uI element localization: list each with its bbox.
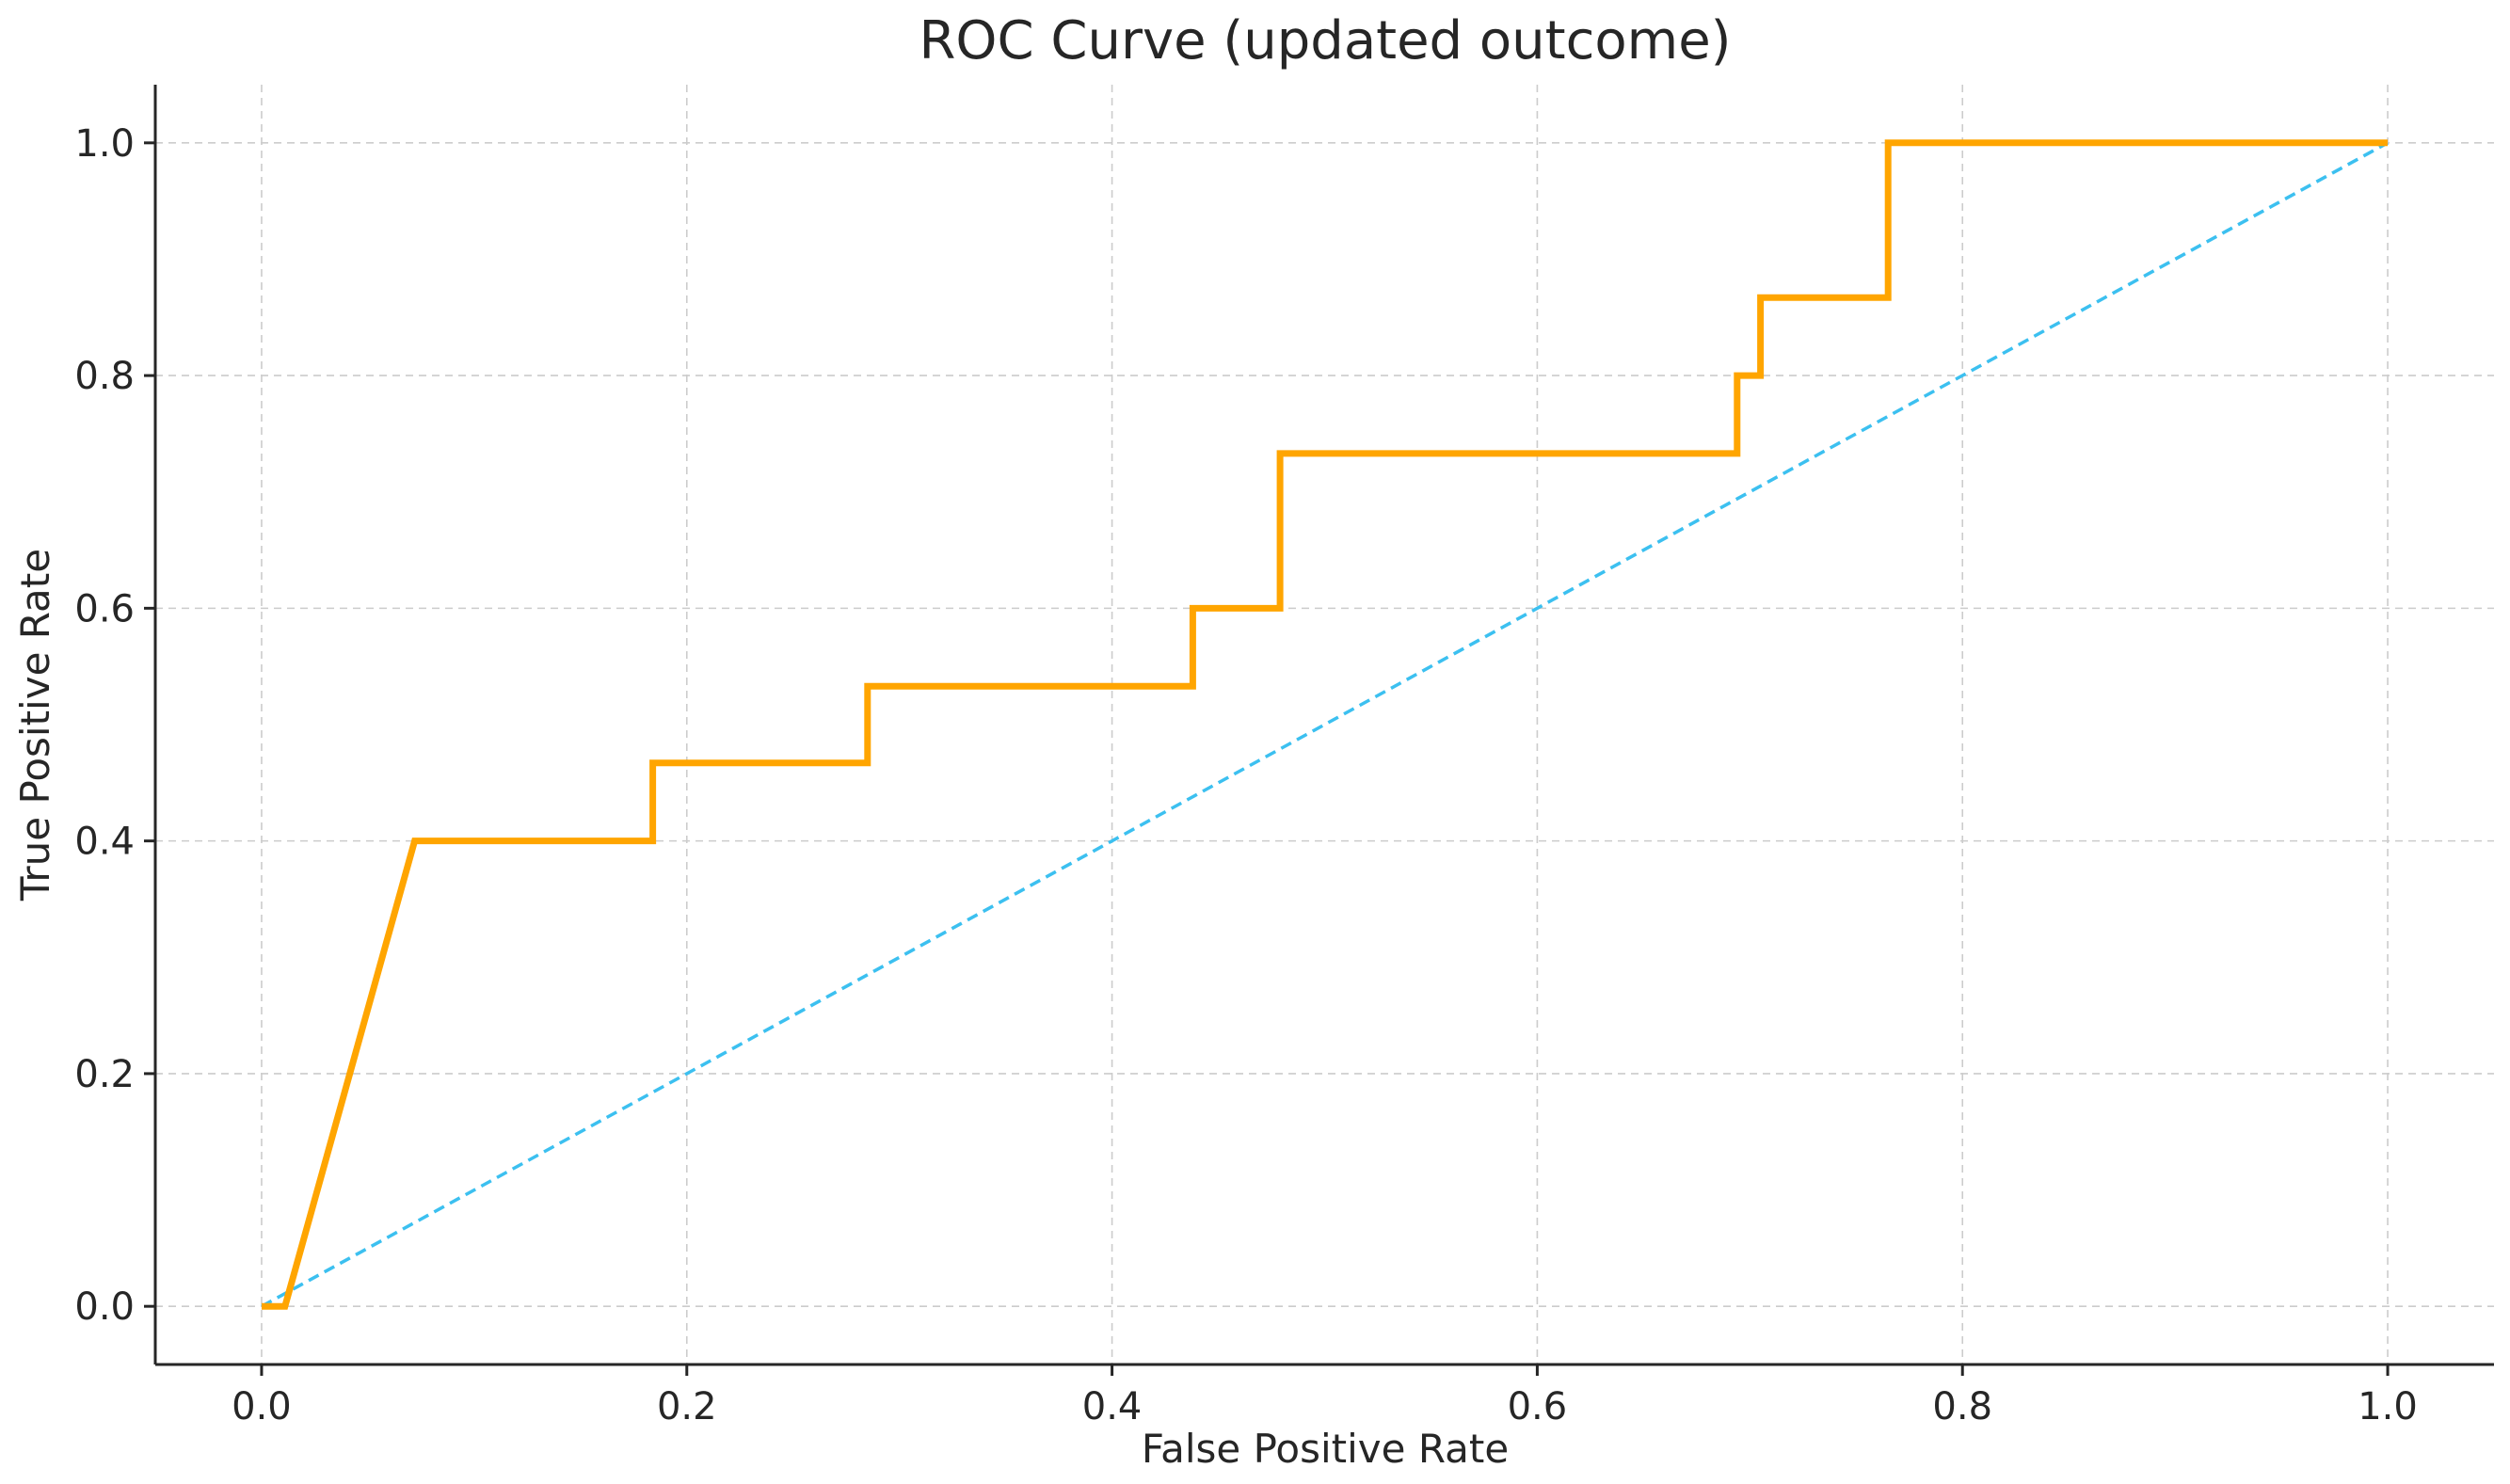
x-tick-label: 0.6 bbox=[1508, 1385, 1568, 1428]
y-tick-label: 0.4 bbox=[74, 821, 135, 864]
x-tick-label: 0.2 bbox=[657, 1385, 717, 1428]
x-tick-label: 1.0 bbox=[2358, 1385, 2418, 1428]
y-tick-label: 0.6 bbox=[74, 587, 135, 630]
x-tick-label: 0.0 bbox=[232, 1385, 292, 1428]
y-tick-label: 0.0 bbox=[74, 1285, 135, 1329]
y-tick-label: 0.2 bbox=[74, 1053, 135, 1096]
roc-curve-line bbox=[262, 139, 2388, 1310]
grid bbox=[155, 85, 2494, 1364]
chance-line bbox=[261, 141, 2389, 1308]
y-axis-label: True Positive Rate bbox=[12, 549, 58, 902]
x-axis-label: False Positive Rate bbox=[1142, 1426, 1509, 1472]
series-layer bbox=[261, 139, 2389, 1310]
y-tick-label: 1.0 bbox=[74, 122, 135, 166]
x-tick-label: 0.4 bbox=[1082, 1385, 1143, 1428]
y-tick-label: 0.8 bbox=[74, 355, 135, 398]
axes bbox=[153, 85, 2494, 1366]
chart-title: ROC Curve (updated outcome) bbox=[919, 10, 1731, 72]
x-tick-label: 0.8 bbox=[1932, 1385, 1992, 1428]
ticks: 0.0 0.2 0.4 0.6 0.8 1.0 0.0 0.2 0.4 0.6 0.8 1.0 bbox=[74, 122, 2417, 1428]
